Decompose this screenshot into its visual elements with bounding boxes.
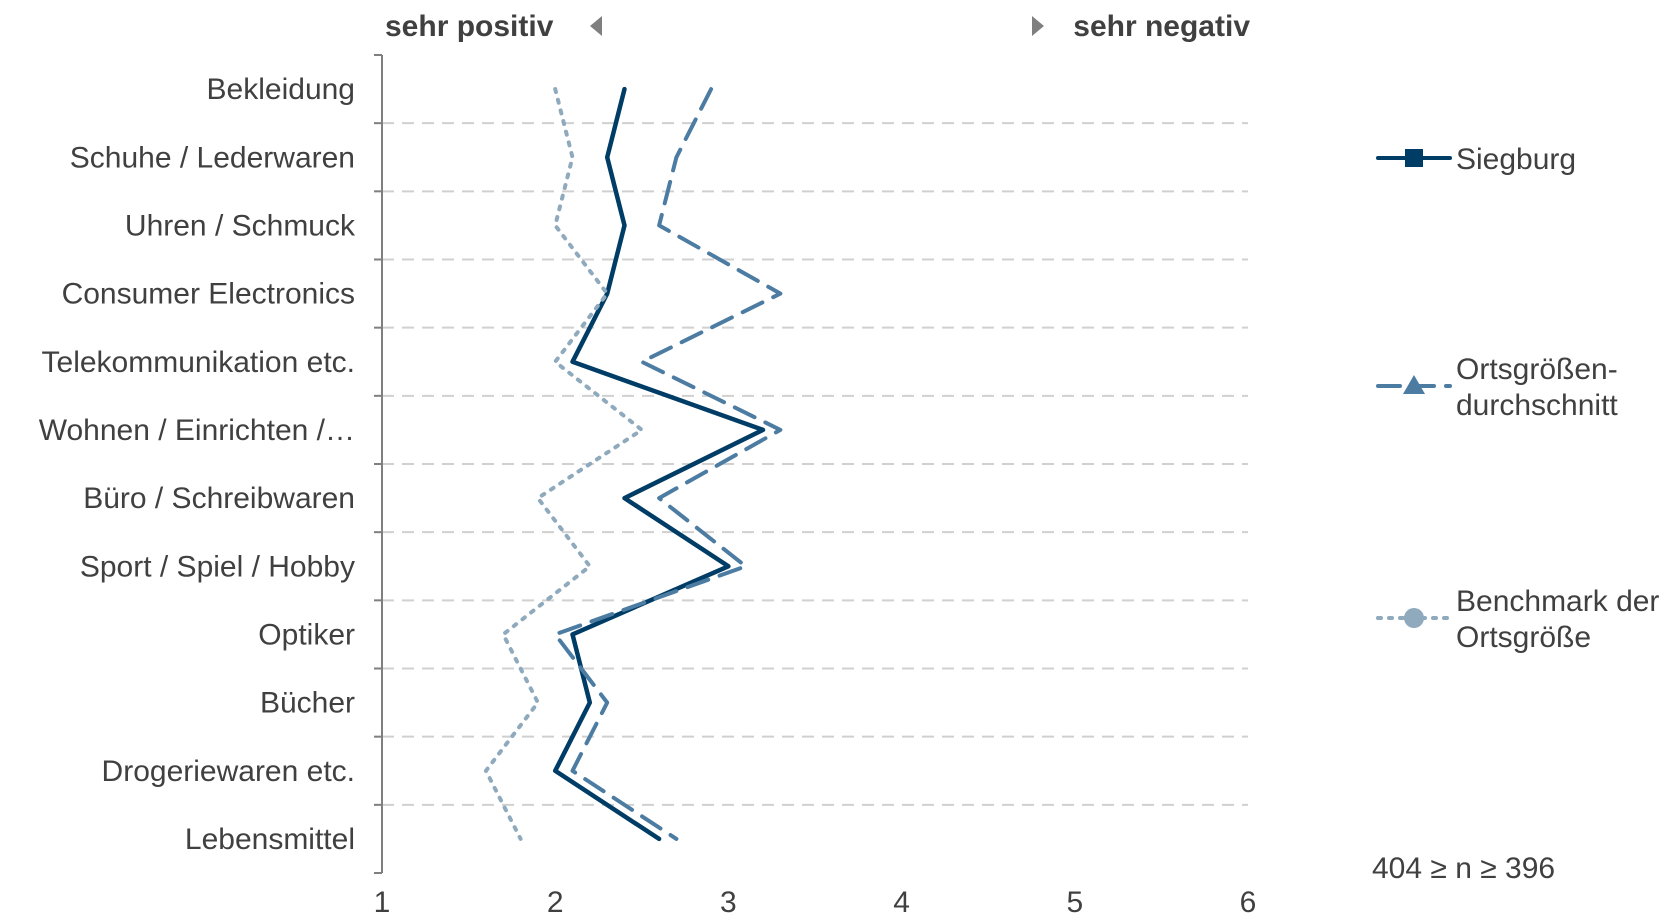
x-tick-label: 1	[374, 886, 391, 919]
series-line-dashed	[553, 87, 783, 841]
grid-lines	[382, 122, 1248, 806]
series-lines	[483, 86, 783, 842]
x-tick-labels: 1 2 3 4 5 6	[374, 886, 1257, 919]
direction-header: sehr positiv sehr negativ	[385, 10, 1250, 43]
right-direction-label: sehr negativ	[1073, 10, 1250, 43]
category-label: Optiker	[258, 618, 355, 651]
category-label: Bücher	[260, 687, 355, 720]
legend-triangle-marker-icon	[1403, 375, 1425, 394]
category-label: Telekommunikation etc.	[42, 346, 355, 379]
category-label: Schuhe / Lederwaren	[70, 141, 355, 174]
legend-label: Ortsgrößen-durchschnitt	[1456, 353, 1618, 422]
category-label: Uhren / Schmuck	[125, 209, 356, 242]
x-tick-label: 5	[1066, 886, 1083, 919]
left-arrow-icon	[590, 16, 602, 36]
sample-size-note: 404 ≥ n ≥ 396	[1372, 852, 1555, 885]
category-label: Wohnen / Einrichten /…	[39, 414, 355, 447]
right-arrow-icon	[1032, 16, 1044, 36]
series-line-solid	[552, 86, 766, 842]
x-tick-label: 2	[547, 886, 564, 919]
category-label: Büro / Schreibwaren	[83, 482, 355, 515]
category-label: Drogeriewaren etc.	[102, 755, 355, 788]
category-label: Lebensmittel	[185, 823, 355, 856]
legend: Siegburg Ortsgrößen-durchschnitt Benchmark…	[1376, 143, 1659, 654]
category-label: Sport / Spiel / Hobby	[80, 550, 355, 583]
series-line-dotted	[483, 87, 644, 841]
x-tick-label: 6	[1240, 886, 1257, 919]
left-direction-label: sehr positiv	[385, 10, 554, 43]
category-label: Consumer Electronics	[62, 278, 355, 311]
axes	[374, 54, 383, 874]
legend-circle-marker-icon	[1404, 608, 1424, 628]
category-label: Bekleidung	[207, 73, 355, 106]
x-tick-label: 3	[720, 886, 737, 919]
legend-label: Benchmark der Ortsgröße	[1456, 585, 1659, 654]
x-tick-label: 4	[893, 886, 910, 919]
legend-square-marker-icon	[1405, 149, 1423, 167]
category-labels: Bekleidung Schuhe / Lederwaren Uhren / Sch…	[39, 73, 356, 856]
legend-label: Siegburg	[1456, 143, 1576, 176]
